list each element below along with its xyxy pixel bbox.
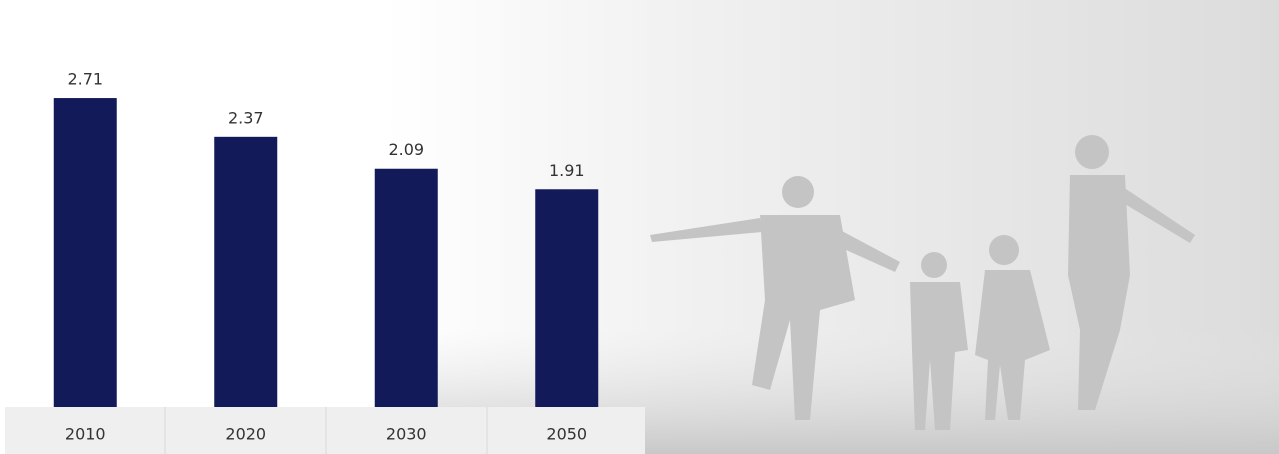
- bar: [53, 98, 117, 407]
- x-tick-label: 2020: [225, 425, 266, 444]
- bar: [374, 168, 438, 407]
- bar: [214, 136, 278, 407]
- data-label: 2.71: [67, 70, 103, 89]
- bar: [535, 189, 599, 407]
- data-label: 2.37: [228, 108, 264, 127]
- x-tick-label: 2030: [386, 425, 427, 444]
- data-label: 2.09: [388, 140, 424, 159]
- category-separators: [164, 407, 488, 454]
- x-tick-label: 2010: [65, 425, 106, 444]
- family-silhouette: [650, 135, 1195, 430]
- category-strip: [5, 407, 645, 454]
- data-label: 1.91: [549, 161, 585, 180]
- x-tick-label: 2050: [546, 425, 587, 444]
